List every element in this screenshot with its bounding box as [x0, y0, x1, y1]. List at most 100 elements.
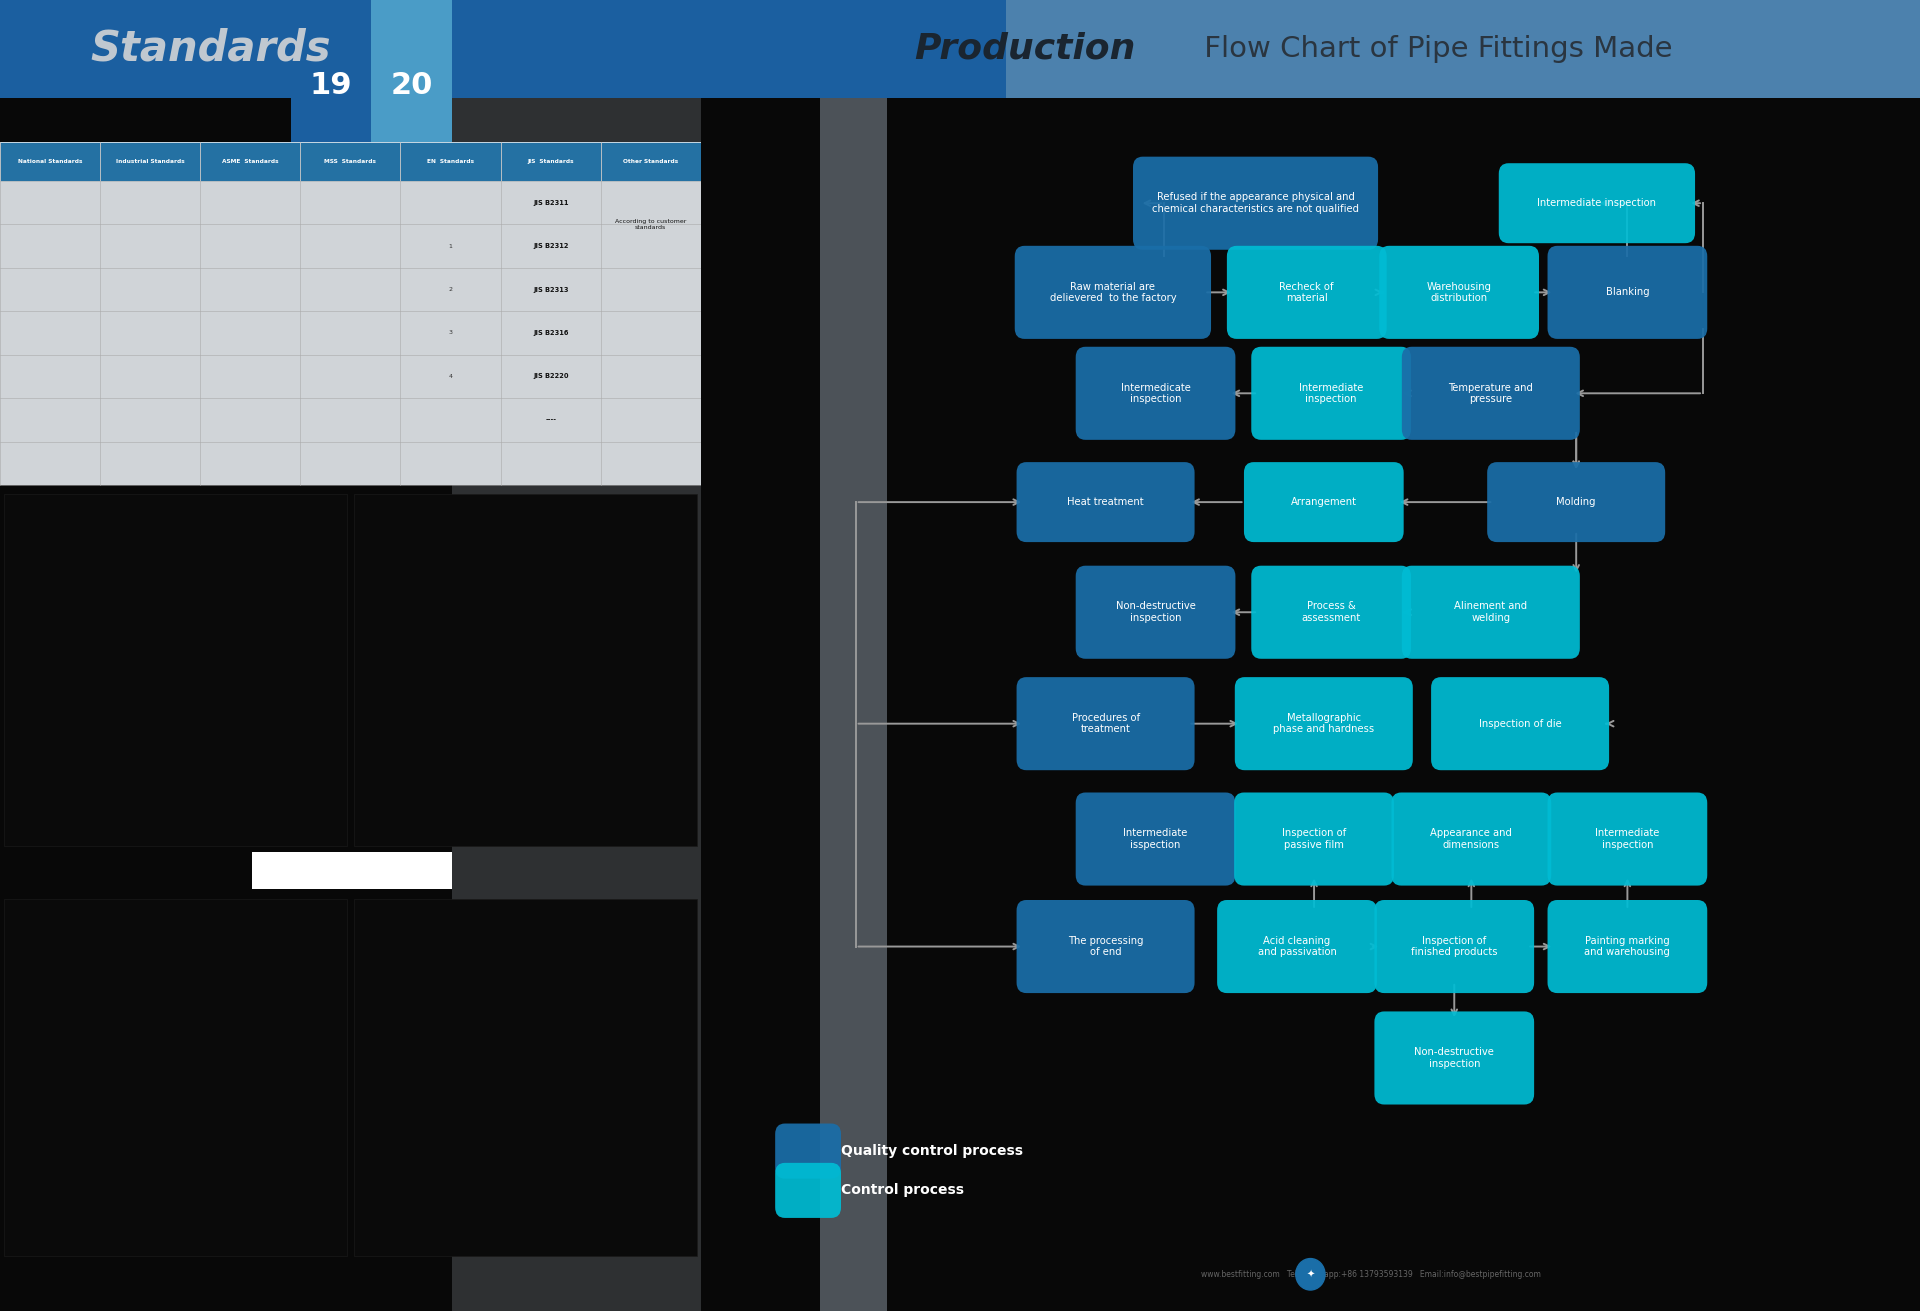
Text: Industrial Standards: Industrial Standards [115, 159, 184, 164]
FancyBboxPatch shape [1548, 246, 1707, 338]
FancyBboxPatch shape [1500, 164, 1695, 243]
Text: National Standards: National Standards [17, 159, 83, 164]
FancyBboxPatch shape [200, 142, 300, 181]
Text: ✦: ✦ [1306, 1269, 1315, 1280]
Text: Production: Production [914, 31, 1135, 66]
FancyBboxPatch shape [1235, 676, 1413, 770]
Text: Refused if the appearance physical and
chemical characteristics are not qualifie: Refused if the appearance physical and c… [1152, 193, 1359, 214]
FancyBboxPatch shape [1252, 346, 1411, 440]
FancyBboxPatch shape [1548, 792, 1707, 886]
Text: www.bestfitting.com   Tel/Whatsapp:+86 13793593139   Email:info@bestpipefitting.: www.bestfitting.com Tel/Whatsapp:+86 137… [1202, 1270, 1542, 1278]
FancyBboxPatch shape [300, 142, 401, 181]
Text: According to customer
standards: According to customer standards [614, 219, 687, 229]
Text: Intermediate
inspection: Intermediate inspection [1300, 383, 1363, 404]
Text: Other Standards: Other Standards [624, 159, 678, 164]
Text: Intermediate
inspection: Intermediate inspection [1596, 829, 1659, 850]
Text: The processing
of end: The processing of end [1068, 936, 1142, 957]
FancyBboxPatch shape [601, 142, 701, 181]
FancyBboxPatch shape [0, 142, 100, 181]
Text: Intermediate
isspection: Intermediate isspection [1123, 829, 1188, 850]
FancyBboxPatch shape [4, 899, 348, 1256]
FancyBboxPatch shape [1133, 156, 1379, 249]
FancyBboxPatch shape [1402, 566, 1580, 658]
FancyBboxPatch shape [1252, 566, 1411, 658]
Text: JIS B2312: JIS B2312 [534, 243, 568, 249]
Text: JIS B2311: JIS B2311 [534, 199, 568, 206]
Text: Flow Chart of Pipe Fittings Made: Flow Chart of Pipe Fittings Made [1194, 34, 1672, 63]
Text: Inspection of die: Inspection of die [1478, 718, 1561, 729]
FancyBboxPatch shape [1375, 899, 1534, 994]
FancyBboxPatch shape [252, 852, 451, 889]
FancyBboxPatch shape [1430, 676, 1609, 770]
Text: JIS  Standards: JIS Standards [528, 159, 574, 164]
Text: Standards: Standards [90, 28, 330, 69]
FancyBboxPatch shape [1402, 346, 1580, 440]
Text: ----: ---- [545, 417, 557, 423]
FancyBboxPatch shape [820, 98, 887, 1311]
Text: Non-destructive
inspection: Non-destructive inspection [1116, 602, 1196, 623]
Circle shape [1296, 1259, 1325, 1290]
Text: Painting marking
and warehousing: Painting marking and warehousing [1584, 936, 1670, 957]
FancyBboxPatch shape [1016, 676, 1194, 770]
Text: EN  Standards: EN Standards [426, 159, 474, 164]
FancyBboxPatch shape [1016, 246, 1212, 338]
Text: Inspection of
passive film: Inspection of passive film [1283, 829, 1346, 850]
Text: Temperature and
pressure: Temperature and pressure [1448, 383, 1534, 404]
FancyBboxPatch shape [776, 1124, 841, 1179]
FancyBboxPatch shape [353, 494, 697, 846]
FancyBboxPatch shape [290, 0, 371, 170]
Text: Control process: Control process [841, 1184, 964, 1197]
FancyBboxPatch shape [1016, 463, 1194, 543]
FancyBboxPatch shape [1235, 792, 1394, 886]
Text: Metallographic
phase and hardness: Metallographic phase and hardness [1273, 713, 1375, 734]
Text: MSS  Standards: MSS Standards [324, 159, 376, 164]
FancyBboxPatch shape [1548, 899, 1707, 994]
Text: Intermediate inspection: Intermediate inspection [1538, 198, 1657, 208]
FancyBboxPatch shape [353, 899, 697, 1256]
Text: JIS B2316: JIS B2316 [534, 330, 568, 336]
FancyBboxPatch shape [0, 0, 701, 98]
Text: JIS B2313: JIS B2313 [534, 287, 568, 292]
FancyBboxPatch shape [1075, 792, 1235, 886]
Text: Raw material are
delievered  to the factory: Raw material are delievered to the facto… [1050, 282, 1177, 303]
FancyBboxPatch shape [100, 142, 200, 181]
FancyBboxPatch shape [1227, 246, 1386, 338]
Text: 3: 3 [449, 330, 453, 336]
FancyBboxPatch shape [1244, 463, 1404, 543]
FancyBboxPatch shape [1016, 899, 1194, 994]
FancyBboxPatch shape [1488, 463, 1665, 543]
Text: 20: 20 [390, 71, 432, 100]
Text: Recheck of
material: Recheck of material [1279, 282, 1334, 303]
FancyBboxPatch shape [701, 0, 1920, 98]
Text: Molding: Molding [1557, 497, 1596, 507]
FancyBboxPatch shape [401, 142, 501, 181]
FancyBboxPatch shape [501, 142, 601, 181]
Text: Procedures of
treatment: Procedures of treatment [1071, 713, 1140, 734]
Text: Inspection of
finished products: Inspection of finished products [1411, 936, 1498, 957]
FancyBboxPatch shape [1006, 0, 1920, 98]
FancyBboxPatch shape [371, 0, 451, 170]
FancyBboxPatch shape [1375, 1012, 1534, 1104]
Text: 19: 19 [309, 71, 353, 100]
FancyBboxPatch shape [776, 1163, 841, 1218]
Text: Blanking: Blanking [1605, 287, 1649, 298]
Text: 2: 2 [449, 287, 453, 292]
FancyBboxPatch shape [1217, 899, 1377, 994]
Text: JIS B2220: JIS B2220 [534, 374, 568, 379]
FancyBboxPatch shape [1075, 566, 1235, 658]
Text: Alinement and
welding: Alinement and welding [1453, 602, 1528, 623]
FancyBboxPatch shape [0, 142, 701, 485]
Text: Heat treatment: Heat treatment [1068, 497, 1144, 507]
FancyBboxPatch shape [4, 494, 348, 846]
Text: ASME  Standards: ASME Standards [223, 159, 278, 164]
FancyBboxPatch shape [451, 98, 701, 1311]
Text: Acid cleaning
and passivation: Acid cleaning and passivation [1258, 936, 1336, 957]
FancyBboxPatch shape [1075, 346, 1235, 440]
Text: Appearance and
dimensions: Appearance and dimensions [1430, 829, 1513, 850]
Text: Quality control process: Quality control process [841, 1145, 1023, 1158]
FancyBboxPatch shape [1392, 792, 1551, 886]
Text: 1: 1 [449, 244, 453, 249]
Text: Process &
assessment: Process & assessment [1302, 602, 1361, 623]
FancyBboxPatch shape [1379, 246, 1540, 338]
Text: Non-destructive
inspection: Non-destructive inspection [1415, 1047, 1494, 1068]
